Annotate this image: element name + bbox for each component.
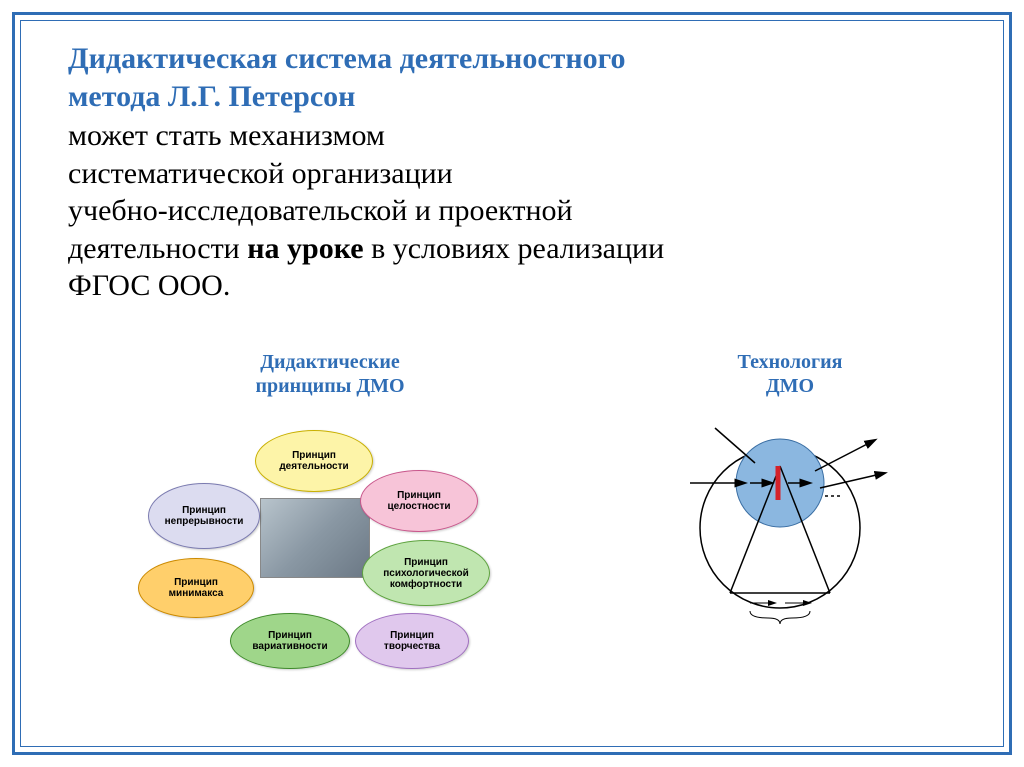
principle-bubble: Принцип минимакса — [138, 558, 254, 618]
principle-bubble: Принцип вариативности — [230, 613, 350, 669]
arrow-out-right — [820, 473, 885, 488]
arrow-out-up — [815, 440, 875, 471]
principle-bubble: Принцип непрерывности — [148, 483, 260, 549]
body-line-5: ФГОС ООО. — [68, 269, 230, 302]
body-line-4-post: в условиях реализации — [364, 232, 665, 265]
center-photo-placeholder — [260, 498, 370, 578]
left-title-line-2: принципы ДМО — [255, 375, 404, 397]
didactic-principles-diagram: Дидактические принципы ДМО Принцип деяте… — [130, 350, 530, 688]
title-line-2: метода Л.Г. Петерсон — [68, 80, 355, 113]
technology-svg — [660, 408, 900, 628]
right-diagram-title: Технология ДМО — [640, 350, 940, 398]
right-title-line-1: Технология — [738, 351, 843, 373]
right-title-line-2: ДМО — [766, 375, 814, 397]
line-in-upper-left — [715, 428, 755, 463]
principle-bubble: Принцип психологической комфортности — [362, 540, 490, 606]
bubbles-container: Принцип деятельностиПринцип целостности П… — [130, 408, 500, 688]
content-block: Дидактическая система деятельностного ме… — [68, 40, 956, 305]
body-line-2: систематической организации — [68, 157, 453, 190]
left-diagram-title: Дидактические принципы ДМО — [130, 350, 530, 398]
body-line-3: учебно-исследовательской и проектной — [68, 194, 573, 227]
principle-bubble: Принцип творчества — [355, 613, 469, 669]
brace — [750, 611, 810, 624]
principle-bubble: Принцип деятельности — [255, 430, 373, 492]
left-title-line-1: Дидактические — [260, 351, 399, 373]
body-line-4-pre: деятельности — [68, 232, 247, 265]
principle-bubble: Принцип целостности — [360, 470, 478, 532]
body-line-1: может стать механизмом — [68, 119, 385, 152]
technology-diagram: Технология ДМО — [640, 350, 940, 633]
title-line-1: Дидактическая система деятельностного — [68, 42, 626, 75]
slide-title: Дидактическая система деятельностного ме… — [68, 40, 956, 115]
body-line-4-bold: на уроке — [247, 232, 363, 265]
slide-body: может стать механизмом систематической о… — [68, 117, 956, 305]
